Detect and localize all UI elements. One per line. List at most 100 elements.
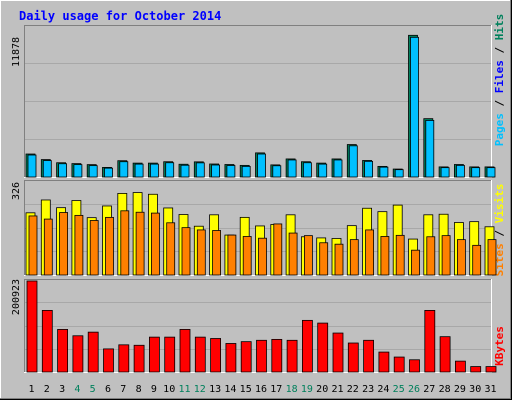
files-bar <box>165 162 175 178</box>
kbytes-bar <box>225 343 237 373</box>
files-bar <box>486 167 496 178</box>
files-bar <box>348 145 358 178</box>
sites-bar <box>426 236 436 276</box>
kbytes-bar <box>439 336 451 373</box>
x-tick-label: 14 <box>224 384 236 395</box>
legend-visits: Visits <box>493 184 506 224</box>
kbytes-bar <box>347 342 359 373</box>
files-bar <box>364 160 374 178</box>
x-tick-label: 28 <box>439 384 451 395</box>
files-bar <box>27 154 37 178</box>
kbytes-bar <box>148 336 160 373</box>
x-tick-label: 24 <box>377 384 389 395</box>
files-bar <box>471 167 481 178</box>
files-bar <box>180 164 190 178</box>
sites-bar <box>334 243 344 276</box>
kbytes-bar <box>240 341 252 373</box>
x-tick-label: 19 <box>301 384 313 395</box>
kbytes-bar <box>470 366 482 373</box>
kbytes-bar <box>194 336 206 373</box>
x-tick-label: 10 <box>163 384 175 395</box>
x-tick-label: 27 <box>423 384 435 395</box>
x-tick-label: 22 <box>347 384 359 395</box>
bottom-ymax-label: 200923 <box>11 279 22 315</box>
files-bar <box>134 163 144 178</box>
sites-bar <box>181 227 191 276</box>
x-tick-label: 7 <box>120 384 126 395</box>
sites-bar <box>150 212 160 276</box>
kbytes-bar <box>363 339 375 373</box>
x-tick-label: 13 <box>209 384 221 395</box>
sites-bar <box>89 220 99 276</box>
x-tick-label: 18 <box>286 384 298 395</box>
chart-title: Daily usage for October 2014 <box>19 9 221 23</box>
kbytes-bar <box>26 280 38 373</box>
x-tick-label: 25 <box>393 384 405 395</box>
x-tick-label: 16 <box>255 384 267 395</box>
x-tick-label: 2 <box>44 384 50 395</box>
files-bar <box>104 167 113 178</box>
files-bar <box>455 164 465 178</box>
sites-bar <box>380 236 390 276</box>
x-tick-label: 3 <box>59 384 65 395</box>
sites-bar <box>28 215 38 276</box>
files-bar <box>119 161 129 178</box>
kbytes-bar <box>485 366 497 373</box>
files-bar <box>73 164 83 178</box>
sites-bar <box>59 212 68 276</box>
x-tick-label: 15 <box>240 384 252 395</box>
legend-kbytes: KBytes <box>493 326 506 366</box>
legend-hits: Hits <box>493 14 506 41</box>
files-bar <box>302 162 312 178</box>
x-tick-label: 21 <box>331 384 343 395</box>
x-tick-label: 1 <box>28 384 34 395</box>
x-tick-label: 17 <box>270 384 282 395</box>
x-tick-label: 23 <box>362 384 374 395</box>
sites-bar <box>365 229 375 276</box>
x-tick-label: 12 <box>194 384 206 395</box>
kbytes-bar <box>393 356 405 373</box>
kbytes-bar <box>41 310 53 373</box>
kbytes-bar <box>271 338 283 373</box>
sites-bar <box>105 216 114 276</box>
sites-bar <box>349 239 359 276</box>
sites-bar <box>227 234 237 276</box>
kbytes-bar <box>409 359 420 373</box>
files-bar <box>394 169 404 178</box>
x-tick-label: 20 <box>316 384 328 395</box>
sites-bar <box>212 230 222 276</box>
x-tick-label: 9 <box>151 384 157 395</box>
kbytes-bar <box>87 331 99 373</box>
files-bar <box>241 165 251 178</box>
sites-bar <box>472 244 482 276</box>
sites-bar <box>135 211 145 276</box>
files-bar <box>149 163 159 178</box>
kbytes-bar <box>164 336 176 373</box>
kbytes-bar <box>72 335 84 373</box>
kbytes-bar <box>256 339 267 373</box>
sites-bar <box>319 242 329 276</box>
sites-bar <box>411 249 420 276</box>
files-bar <box>226 165 236 178</box>
kbytes-bar <box>179 329 191 373</box>
kbytes-bar <box>286 339 298 373</box>
kbytes-bar <box>317 322 329 373</box>
x-tick-label: 8 <box>136 384 142 395</box>
files-bar <box>333 159 343 178</box>
files-bar <box>440 167 450 178</box>
x-tick-label: 31 <box>484 384 496 395</box>
legend-pages: Pages <box>493 113 506 146</box>
sites-bar <box>303 235 313 276</box>
files-bar <box>287 159 297 178</box>
kbytes-bar <box>103 348 114 373</box>
files-bar <box>425 120 435 178</box>
files-bar <box>410 36 419 178</box>
middle-ymax-label: 326 <box>11 182 22 200</box>
files-bar <box>58 163 67 178</box>
sites-bar <box>288 232 298 276</box>
sites-bar <box>273 223 283 276</box>
files-bar <box>211 164 221 178</box>
sites-bar <box>196 229 206 276</box>
sites-bar <box>258 237 267 276</box>
top-ymax-label: 11878 <box>11 37 22 67</box>
